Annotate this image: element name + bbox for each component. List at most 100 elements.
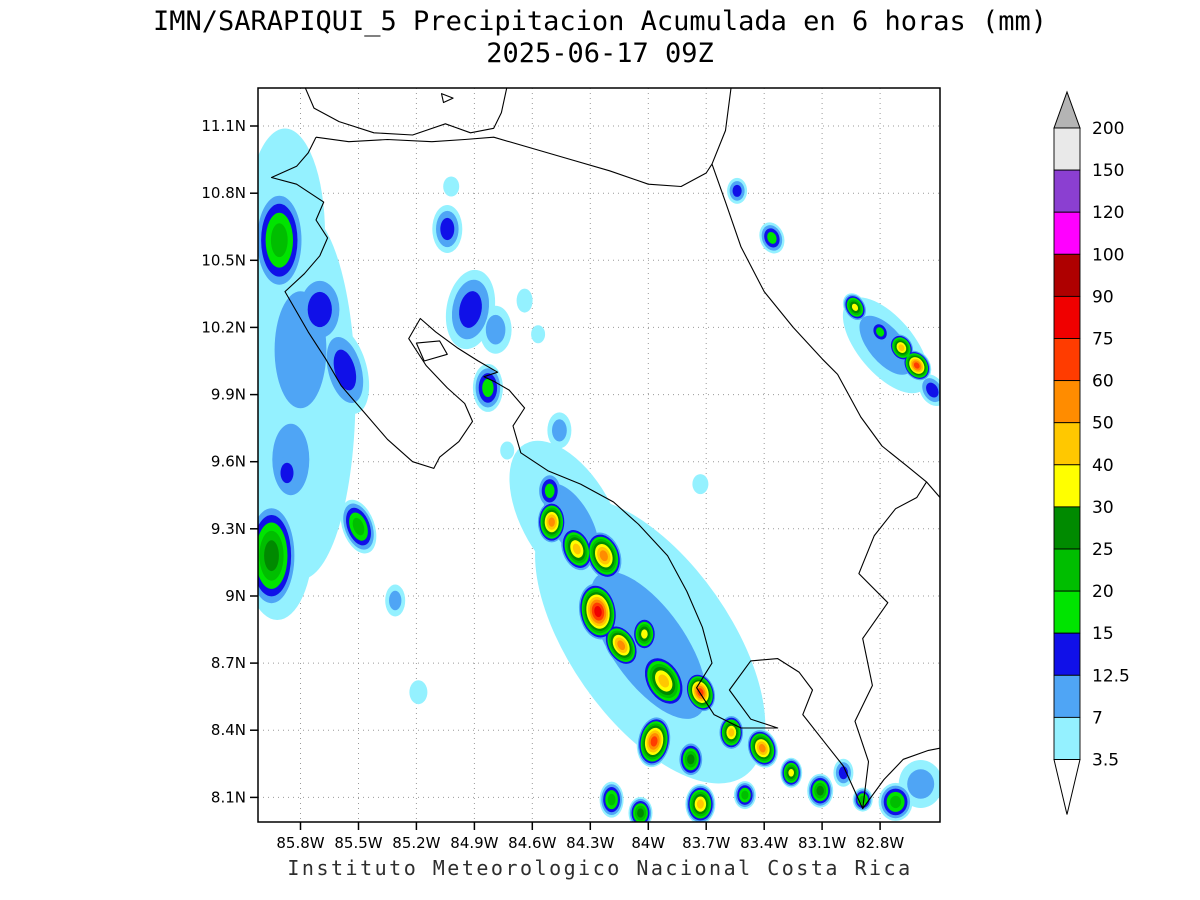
colorbar-band	[1053, 716, 1081, 760]
lat-tick-label: 8.4N	[211, 721, 246, 739]
map-frame	[257, 87, 941, 823]
colorbar-band	[1053, 127, 1081, 171]
precip-cell	[728, 728, 735, 737]
colorbar-label: 3.5	[1092, 751, 1119, 771]
footer-credit: Instituto Meteorologico Nacional Costa R…	[287, 856, 913, 880]
precip-cell	[788, 769, 794, 777]
precip-cell	[531, 325, 546, 344]
lat-tick-label: 9.3N	[211, 520, 246, 538]
colorbar-label: 12.5	[1092, 666, 1130, 686]
lon-tick-label: 85.2W	[392, 834, 440, 852]
colorbar-label: 90	[1092, 287, 1114, 307]
colorbar-band	[1053, 674, 1081, 718]
lon-tick-label: 83.1W	[798, 834, 846, 852]
lon-tick-label: 82.8W	[856, 834, 904, 852]
precip-cell	[548, 517, 555, 527]
precip-cell	[637, 808, 644, 818]
precip-cell	[838, 766, 849, 780]
colorbar-label: 120	[1092, 203, 1124, 223]
precip-cell	[485, 314, 506, 345]
precip-cell	[851, 303, 859, 311]
colorbar-label: 25	[1092, 540, 1114, 560]
precip-cell	[758, 744, 766, 753]
precip-cell	[898, 344, 905, 351]
lat-tick-label: 8.1N	[211, 788, 246, 806]
lat-tick-label: 10.2N	[201, 318, 246, 336]
colorbar-label: 20	[1092, 582, 1114, 602]
lat-tick-label: 11.1N	[201, 117, 246, 135]
precip-cell	[607, 793, 616, 806]
precip-cell	[816, 785, 824, 796]
coastline-panama-caribbean-coast	[926, 481, 940, 498]
lon-tick-label: 84.9W	[450, 834, 498, 852]
precip-field	[258, 128, 940, 822]
precip-cell	[658, 674, 670, 688]
coastline-burica-east-coast	[862, 747, 940, 809]
precip-cell	[572, 543, 581, 555]
colorbar-band	[1053, 338, 1081, 382]
precip-cell	[913, 362, 920, 369]
colorbar-band	[1053, 253, 1081, 297]
coastline-solentiname-island	[440, 93, 454, 104]
colorbar-band	[1053, 590, 1081, 634]
lat-tick-label: 10.8N	[201, 184, 246, 202]
colorbar-band	[1053, 548, 1081, 592]
precip-cell	[641, 629, 648, 639]
precip-cell	[767, 231, 777, 244]
lon-tick-label: 84W	[631, 834, 665, 852]
page-title: IMN/SARAPIQUI_5 Precipitacion Acumulada …	[152, 6, 1048, 37]
precip-cell	[687, 754, 695, 765]
precip-cell	[594, 606, 602, 618]
coastline-nicaragua-lake-shore	[304, 88, 508, 136]
lon-tick-label: 83.4W	[740, 834, 788, 852]
colorbar-label: 15	[1092, 624, 1114, 644]
precip-cell	[264, 540, 279, 572]
precip-cell	[482, 378, 494, 397]
lat-tick-label: 9N	[225, 587, 246, 605]
precip-cell	[692, 474, 709, 495]
colorbar-arrow-under	[1053, 759, 1081, 815]
precip-cell	[352, 517, 365, 536]
precip-cell	[599, 550, 608, 562]
precip-cell	[741, 790, 749, 800]
colorbar-label: 60	[1092, 372, 1114, 392]
lon-tick-label: 84.6W	[508, 834, 556, 852]
precip-cell	[907, 769, 935, 799]
precip-cell	[650, 736, 658, 747]
precip-cell	[552, 419, 567, 442]
colorbar-band	[1053, 211, 1081, 255]
precip-cell	[859, 795, 866, 804]
colorbar-band	[1053, 380, 1081, 424]
precip-cell	[926, 382, 939, 398]
precip-cell	[544, 483, 555, 498]
precip-cell	[696, 799, 704, 809]
precip-cell	[890, 795, 902, 809]
colorbar-band	[1053, 422, 1081, 466]
lon-tick-label: 84.3W	[566, 834, 614, 852]
coastline-isla-chira	[415, 340, 448, 362]
precip-cell	[875, 327, 885, 337]
lat-tick-label: 9.6N	[211, 453, 246, 471]
colorbar-label: 150	[1092, 161, 1124, 181]
lon-tick-label: 85.8W	[276, 834, 324, 852]
precip-cell	[409, 680, 428, 705]
colorbar-band	[1053, 506, 1081, 550]
precip-cell	[500, 441, 515, 460]
precip-cell	[280, 462, 294, 484]
colorbar-band	[1053, 169, 1081, 213]
precip-cell	[270, 223, 288, 258]
colorbar-label: 100	[1092, 245, 1124, 265]
precip-cell	[617, 640, 626, 651]
precip-cell	[459, 291, 482, 328]
colorbar-label: 7	[1092, 708, 1103, 728]
colorbar-band	[1053, 464, 1081, 508]
precip-cell	[307, 291, 332, 328]
lat-tick-label: 9.9N	[211, 386, 246, 404]
lat-tick-label: 8.7N	[211, 654, 246, 672]
map-ocean-bg	[258, 88, 940, 822]
lon-tick-label: 83.7W	[682, 834, 730, 852]
precip-cell	[333, 349, 357, 391]
colorbar-label: 75	[1092, 330, 1114, 350]
